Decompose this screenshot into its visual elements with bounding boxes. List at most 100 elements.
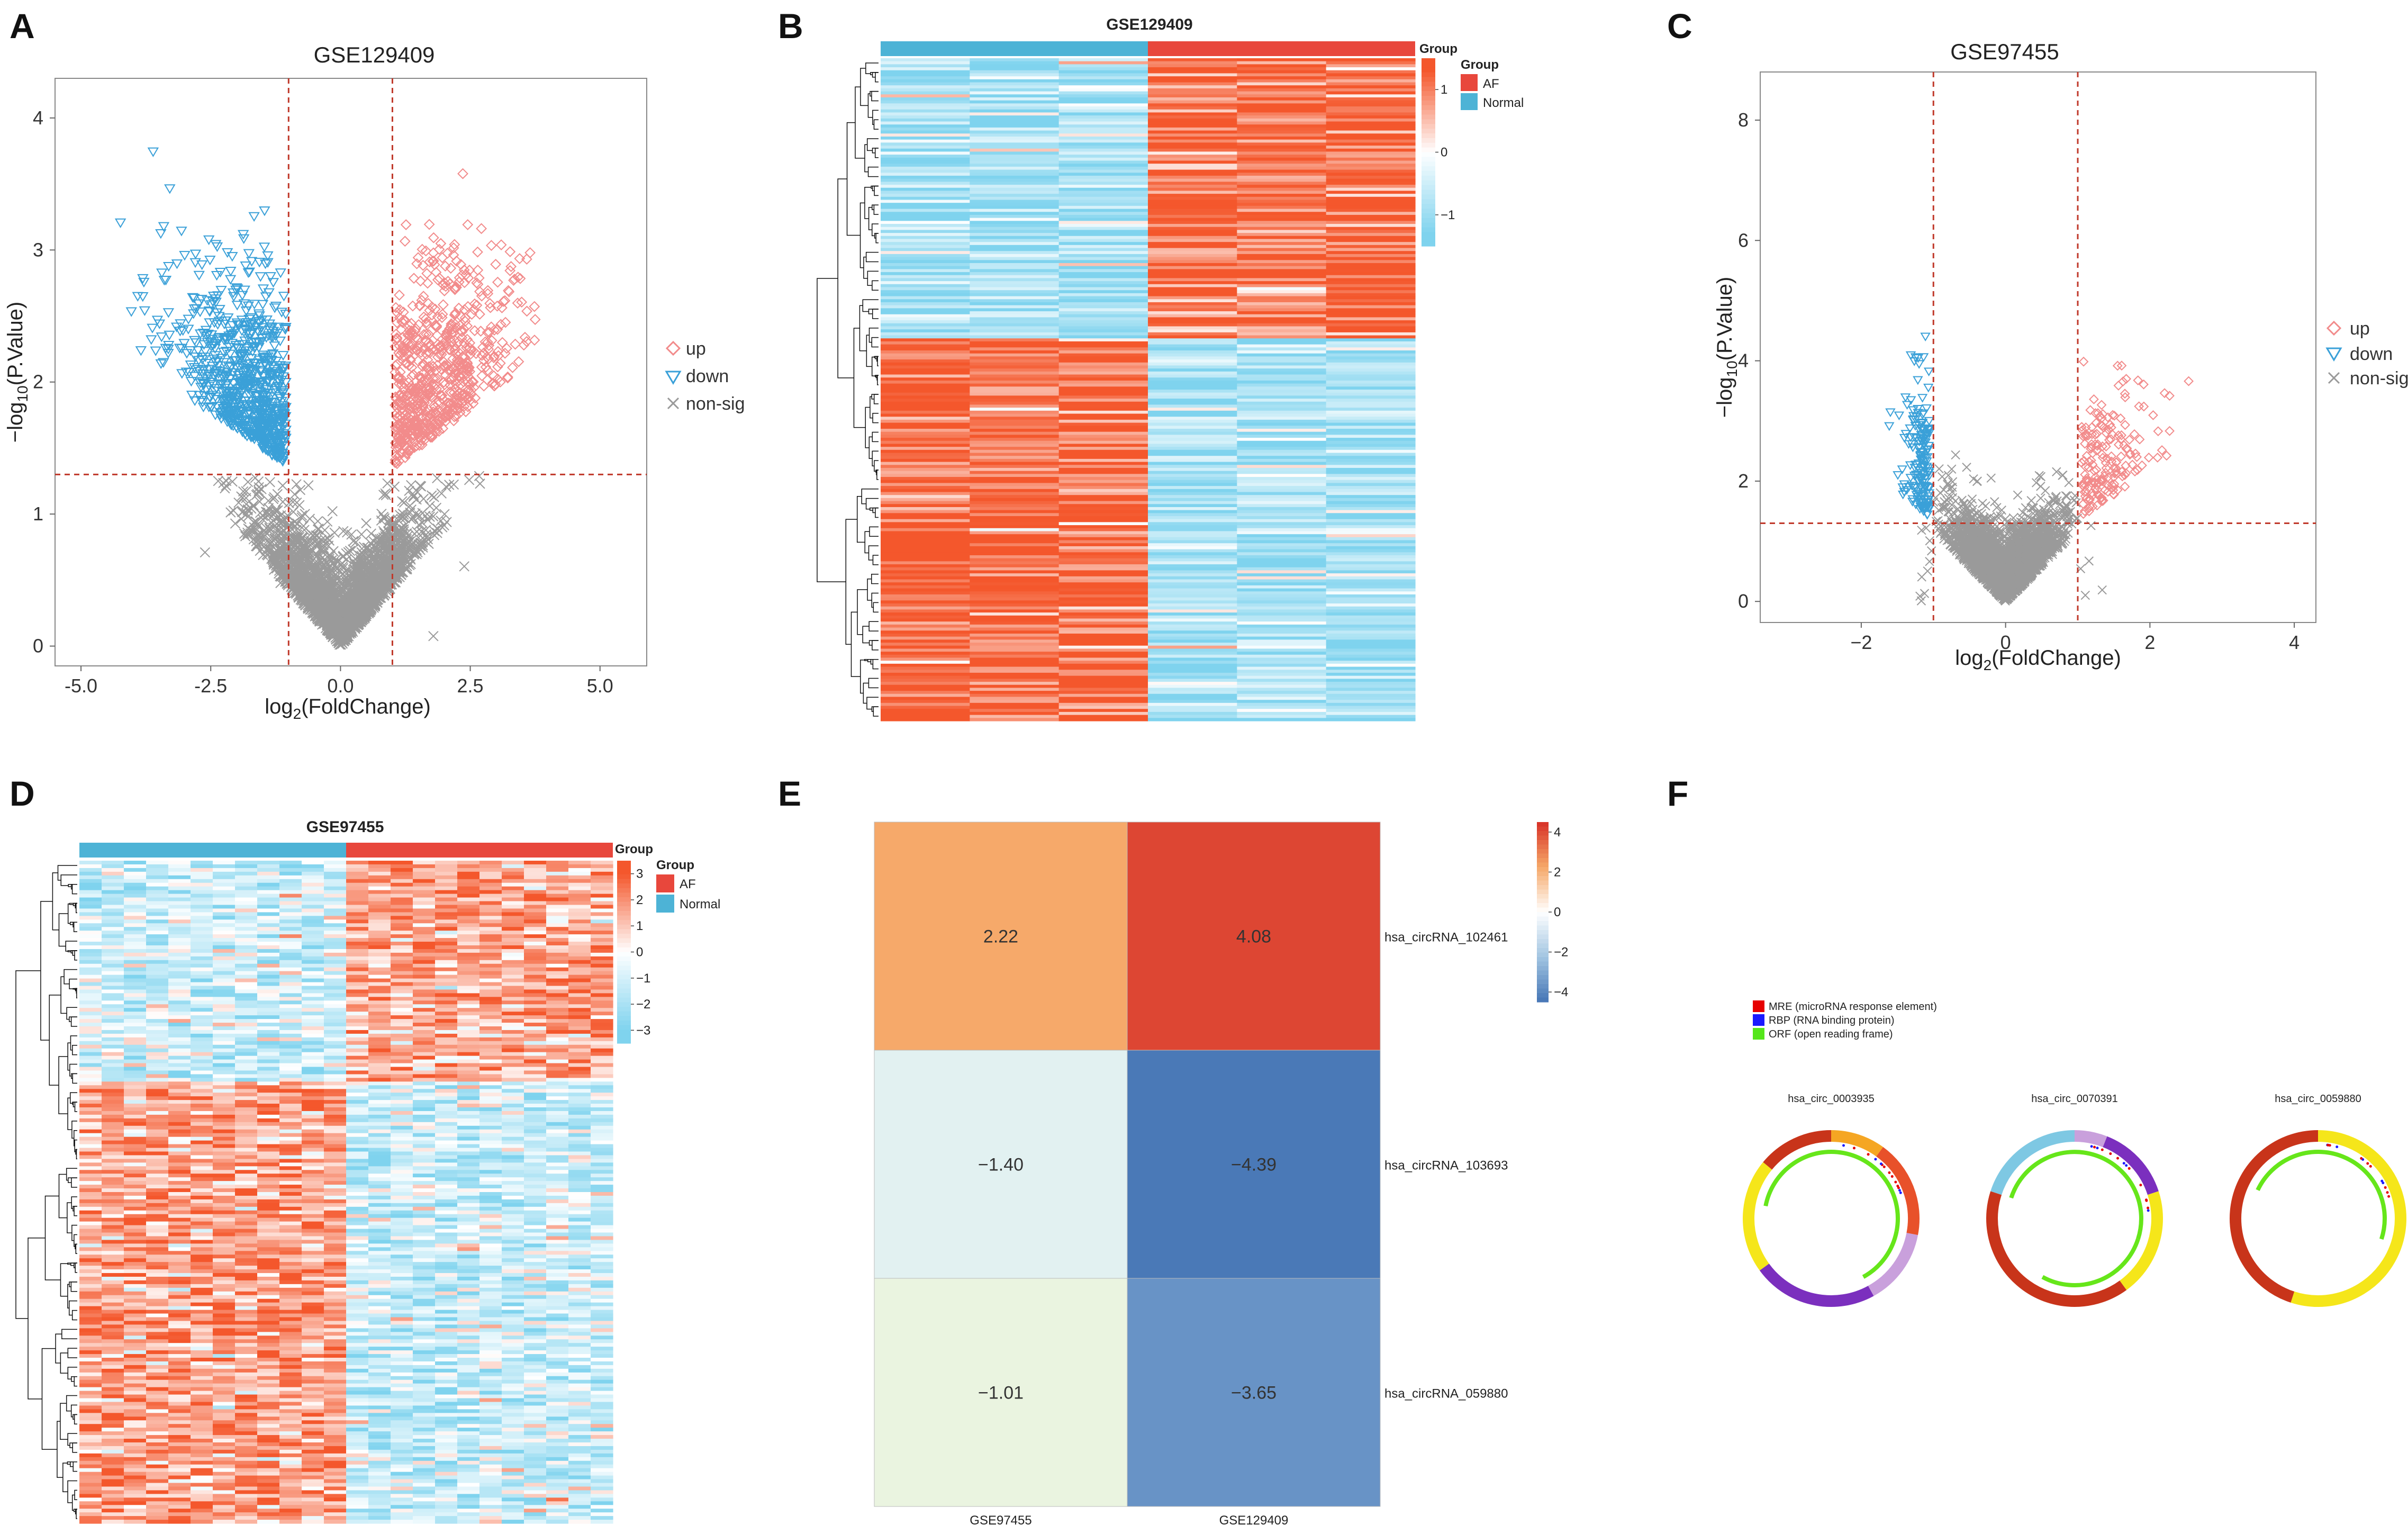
nonsig-point (230, 518, 241, 529)
heatmap-cell (1326, 142, 1416, 146)
heatmap-cell (970, 169, 1060, 173)
heatmap-cell (1237, 139, 1327, 143)
heatmap-cell (970, 239, 1060, 242)
heatmap-cell (1326, 287, 1416, 291)
heatmap-cell (970, 320, 1060, 324)
heatmap-cell (1237, 121, 1327, 125)
nonsig-point (272, 489, 283, 500)
heatmap-cell (970, 142, 1060, 146)
heatmap-cell (970, 182, 1060, 185)
heatmap-cell (1237, 413, 1327, 417)
heatmap-cell (881, 103, 970, 107)
heatmap-cell (1326, 314, 1416, 318)
heatmap-cell (1058, 67, 1148, 71)
heatmap-cell (1148, 191, 1237, 194)
heatmap-cell (1058, 275, 1148, 279)
heatmap-cell (1237, 392, 1327, 396)
heatmap-cell (1237, 362, 1327, 366)
heatmap-cell (881, 91, 970, 95)
heatmap-cell (1058, 356, 1148, 360)
up-point (428, 232, 439, 243)
heatmap-cell (1237, 166, 1327, 170)
heatmap-cell (1237, 200, 1327, 203)
heatmap-cell (970, 224, 1060, 228)
heatmap-cell (1058, 332, 1148, 336)
heatmap-cell (881, 169, 970, 173)
heatmap-cell (970, 410, 1060, 414)
heatmap-cell (1058, 408, 1148, 411)
dendrogram-branch (873, 119, 879, 130)
heatmap-cell (970, 332, 1060, 336)
heatmap-cell (1237, 194, 1327, 197)
heatmap-cell (1326, 281, 1416, 285)
heatmap-cell (1058, 347, 1148, 351)
heatmap-cell (1326, 151, 1416, 155)
heatmap-cell (1058, 377, 1148, 381)
heatmap-cell (1326, 272, 1416, 276)
heatmap-cell (1058, 166, 1148, 170)
heatmap-cell (970, 155, 1060, 158)
heatmap-cell (1237, 191, 1327, 194)
heatmap-cell (1237, 67, 1327, 71)
heatmap-cell (970, 257, 1060, 260)
heatmap-cell (1148, 350, 1237, 354)
down-point (125, 307, 137, 317)
heatmap-cell (881, 124, 970, 128)
heatmap-cell (1237, 290, 1327, 294)
heatmap-cell (1058, 263, 1148, 267)
y-tick-label: 1 (33, 503, 43, 525)
heatmap-cell (1148, 275, 1237, 279)
heatmap-cell (881, 127, 970, 131)
heatmap-cell (1148, 251, 1237, 255)
heatmap-cell (970, 338, 1060, 342)
heatmap-cell (881, 166, 970, 170)
nonsig-point (277, 497, 288, 507)
heatmap-cell (970, 275, 1060, 279)
heatmap-cell (1058, 329, 1148, 333)
heatmap-cell (1058, 224, 1148, 228)
heatmap-cell (1058, 362, 1148, 366)
up-point (399, 236, 411, 247)
heatmap-cell (1148, 362, 1237, 366)
heatmap-cell (881, 245, 970, 249)
heatmap-cell (1148, 115, 1237, 119)
heatmap-cell (881, 365, 970, 369)
heatmap-cell (970, 419, 1060, 423)
up-point (472, 246, 483, 258)
heatmap-cell (881, 157, 970, 161)
heatmap-cell (1058, 196, 1148, 201)
up-point (457, 168, 468, 179)
nonsig-point (322, 533, 333, 544)
heatmap-cell (881, 344, 970, 348)
heatmap-cell (970, 166, 1060, 170)
heatmap-cell (970, 422, 1060, 426)
heatmap-cell (1148, 124, 1237, 128)
heatmap-cell (1237, 329, 1327, 333)
heatmap-cell (1237, 401, 1327, 405)
nonsig-point (361, 518, 372, 529)
heatmap-cell (1237, 368, 1327, 372)
heatmap-cell (881, 293, 970, 297)
heatmap-cell (1148, 296, 1237, 300)
heatmap-cell (1326, 395, 1416, 399)
heatmap-cell (881, 356, 970, 360)
heatmap-cell (1326, 362, 1416, 366)
heatmap-cell (1326, 58, 1416, 62)
heatmap-cell (1148, 100, 1237, 104)
heatmap-cell (1237, 260, 1327, 264)
heatmap-cell (1237, 353, 1327, 357)
nonsig-point (265, 477, 275, 488)
down-point (243, 249, 255, 259)
heatmap-cell (1058, 169, 1148, 173)
heatmap-cell (1326, 214, 1416, 219)
heatmap-cell (1058, 88, 1148, 92)
heatmap-cell (1148, 146, 1237, 149)
heatmap-cell (1058, 390, 1148, 393)
down-point (204, 255, 216, 266)
heatmap-cell (881, 106, 970, 110)
up-point (518, 339, 530, 351)
down-point (185, 377, 197, 387)
heatmap-cell (1237, 224, 1327, 228)
heatmap-cell (970, 82, 1060, 86)
dendrogram-branch (868, 327, 879, 343)
